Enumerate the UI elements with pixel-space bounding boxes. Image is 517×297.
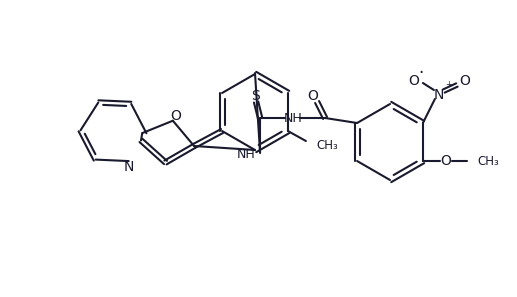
Text: O: O [408,74,419,88]
Text: NH: NH [284,111,302,124]
Text: O: O [171,109,181,123]
Text: CH₃: CH₃ [477,154,499,168]
Text: NH: NH [237,148,255,160]
Text: O: O [460,74,470,88]
Text: N: N [434,88,444,102]
Text: ·: · [418,64,423,82]
Text: CH₃: CH₃ [316,138,338,151]
Text: O: O [440,154,451,168]
Text: N: N [124,160,134,174]
Text: O: O [308,89,318,103]
Text: S: S [251,89,260,103]
Text: +: + [445,80,452,89]
